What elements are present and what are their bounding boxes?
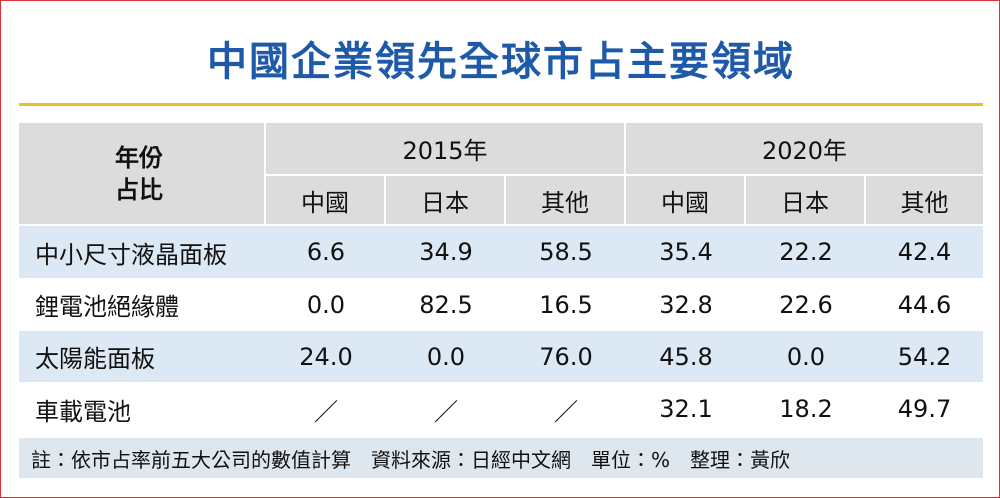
row-label: 鋰電池絕緣體 <box>19 279 266 330</box>
footnote: 註：依市占率前五大公司的數值計算 資料來源：日經中文網 單位：% 整理：黃欣 <box>19 438 983 478</box>
table-cell: 22.2 <box>746 226 866 278</box>
column-header: 日本 <box>746 176 864 224</box>
title-rule <box>19 103 983 106</box>
table-cell: 76.0 <box>506 331 626 382</box>
row-label: 中小尺寸液晶面板 <box>19 226 266 278</box>
table-cell: 44.6 <box>866 279 983 330</box>
table-cell: 82.5 <box>386 279 506 330</box>
table-cell: 6.6 <box>266 226 386 278</box>
table-cell: 32.1 <box>626 383 746 435</box>
column-header: 其他 <box>866 176 983 224</box>
table-cell: 0.0 <box>746 331 866 382</box>
table-cell: 16.5 <box>506 279 626 330</box>
table-cell: 24.0 <box>266 331 386 382</box>
table-cell: ／ <box>506 383 626 435</box>
table-cell: 54.2 <box>866 331 983 382</box>
title: 中國企業領先全球市占主要領域 <box>207 39 795 85</box>
table-cell: 45.8 <box>626 331 746 382</box>
corner-label: 年份 <box>115 143 163 172</box>
group-header: 2020年 <box>626 123 983 174</box>
corner-header: 年份 占比 <box>19 123 264 224</box>
table-cell: 32.8 <box>626 279 746 330</box>
table-cell: 35.4 <box>626 226 746 278</box>
table-cell: 49.7 <box>866 383 983 435</box>
table-cell: 34.9 <box>386 226 506 278</box>
column-header: 日本 <box>386 176 504 224</box>
row-label: 太陽能面板 <box>19 331 266 382</box>
table-cell: ／ <box>386 383 506 435</box>
table-cell: 0.0 <box>386 331 506 382</box>
table-cell: 42.4 <box>866 226 983 278</box>
table-cell: 22.6 <box>746 279 866 330</box>
table-cell: 0.0 <box>266 279 386 330</box>
column-header: 中國 <box>266 176 384 224</box>
table-cell: ／ <box>266 383 386 435</box>
row-label: 車載電池 <box>19 383 266 435</box>
group-header: 2015年 <box>266 123 624 174</box>
column-header: 中國 <box>626 176 744 224</box>
corner-label: 占比 <box>115 175 163 204</box>
column-header: 其他 <box>506 176 624 224</box>
table-cell: 58.5 <box>506 226 626 278</box>
table-cell: 18.2 <box>746 383 866 435</box>
